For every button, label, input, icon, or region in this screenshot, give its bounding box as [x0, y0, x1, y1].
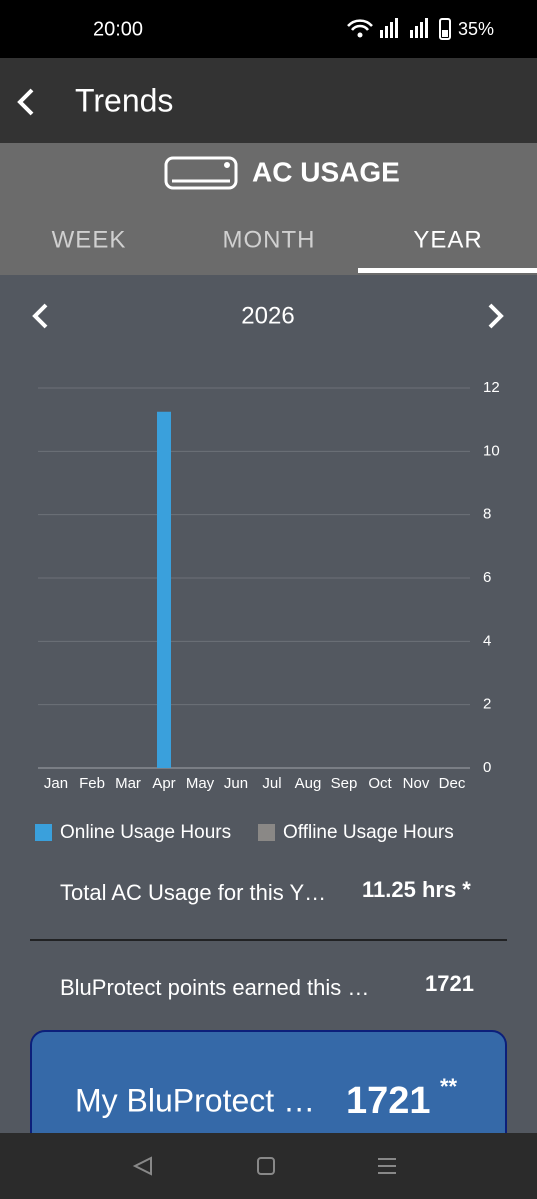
- status-icons: [347, 18, 451, 40]
- x-tick-label: Sep: [331, 775, 358, 792]
- y-tick-label: 8: [483, 506, 491, 523]
- card-mark: **: [440, 1074, 458, 1099]
- card-value: 1721: [346, 1080, 431, 1122]
- y-tick-label: 0: [483, 759, 491, 776]
- nav-bar: [0, 1133, 537, 1199]
- tab[interactable]: MONTH: [223, 226, 316, 253]
- ac-icon: [164, 156, 238, 190]
- legend-swatch: [258, 824, 275, 841]
- legend-label: Online Usage Hours: [60, 822, 231, 843]
- next-button[interactable]: [488, 303, 504, 329]
- x-tick-label: Apr: [152, 775, 175, 792]
- battery: 35%: [458, 19, 494, 39]
- x-tick-label: Dec: [439, 775, 466, 792]
- nav-home[interactable]: [257, 1157, 275, 1175]
- y-tick-label: 12: [483, 379, 500, 396]
- nav-back[interactable]: [132, 1156, 152, 1176]
- total-label: Total AC Usage for this Y…: [60, 880, 326, 905]
- x-tick-label: Jun: [224, 775, 248, 792]
- x-tick-label: Nov: [403, 775, 430, 792]
- app-title: Trends: [75, 82, 173, 118]
- y-tick-label: 6: [483, 569, 491, 586]
- y-tick-label: 10: [483, 442, 500, 459]
- points-value: 1721: [425, 971, 474, 996]
- period: 2026: [241, 302, 294, 329]
- header-title: AC USAGE: [252, 156, 400, 187]
- status-bar: [0, 0, 537, 58]
- legend-swatch: [35, 824, 52, 841]
- x-tick-label: May: [186, 775, 215, 792]
- points-label: BluProtect points earned this …: [60, 975, 369, 1000]
- header: [0, 143, 537, 275]
- x-tick-label: Mar: [115, 775, 141, 792]
- chart: 0 2 4 6 8 10 12 Jan Feb Mar Apr May Jun Jul Aug Sep Oct N…: [35, 379, 500, 843]
- tab-selected[interactable]: YEAR: [413, 226, 482, 253]
- prev-button[interactable]: [32, 303, 48, 329]
- x-tick-label: Jan: [44, 775, 68, 792]
- app-bar: [0, 58, 537, 143]
- total-value: 11.25 hrs *: [362, 877, 471, 902]
- y-tick-label: 4: [483, 632, 491, 649]
- back-button[interactable]: [17, 88, 34, 116]
- bar: [157, 411, 171, 768]
- x-tick-label: Oct: [368, 775, 392, 792]
- nav-menu[interactable]: [378, 1158, 396, 1174]
- tab-indicator: [358, 268, 537, 273]
- clock: 20:00: [93, 18, 143, 40]
- y-tick-label: 2: [483, 696, 491, 713]
- x-tick-label: Feb: [79, 775, 105, 792]
- tab[interactable]: WEEK: [52, 226, 127, 253]
- x-tick-label: Aug: [295, 775, 322, 792]
- card-label: My BluProtect …: [75, 1082, 315, 1118]
- legend-label: Offline Usage Hours: [283, 822, 454, 843]
- x-tick-label: Jul: [262, 775, 281, 792]
